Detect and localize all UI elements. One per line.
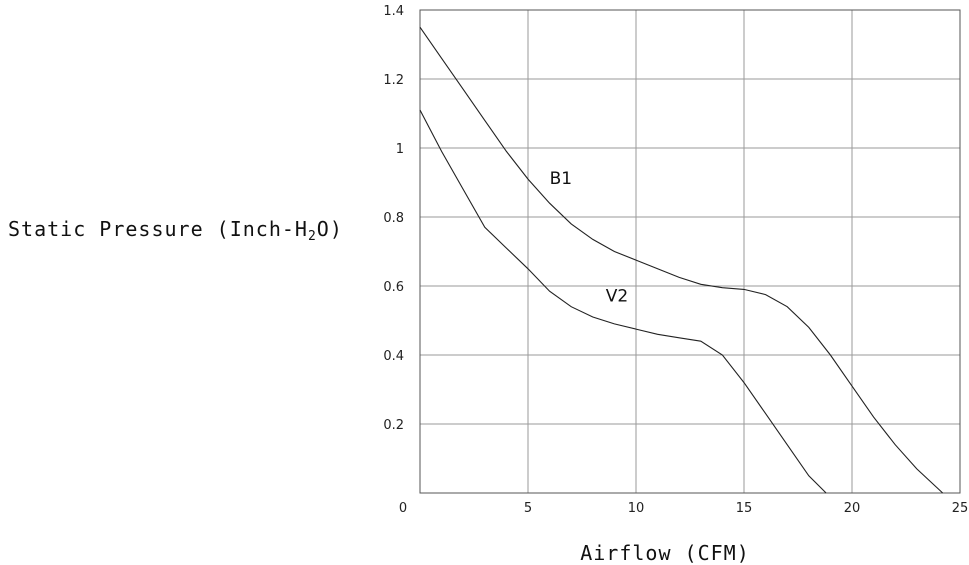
series-labels: B1 V2 — [550, 169, 629, 306]
y-tick-label: 1 — [396, 142, 404, 157]
x-axis-title: Airflow (CFM) — [580, 541, 750, 565]
x-tick-label: 20 — [844, 501, 861, 516]
grid — [420, 10, 960, 493]
y-tick-label: 1.4 — [383, 4, 404, 19]
y-axis-title: Static Pressure (Inch-H2O) — [8, 217, 343, 244]
y-tick-label: 0.6 — [383, 280, 404, 295]
curves — [419, 26, 944, 494]
y-tick-label: 0.4 — [383, 349, 404, 364]
series-label-v2: V2 — [606, 287, 628, 307]
tick-labels: 0 5 10 15 20 25 0.2 0.4 0.6 0.8 1 1.2 1.4 — [383, 4, 968, 516]
plot-frame — [419, 9, 961, 494]
y-axis-title-subscript: 2 — [308, 229, 317, 244]
y-axis-title-main: Static Pressure (Inch-H — [8, 217, 308, 241]
x-tick-label: 5 — [524, 501, 532, 516]
y-axis-title-end: O) — [317, 217, 343, 241]
series-line-b1 — [419, 26, 944, 494]
x-tick-label: 15 — [736, 501, 753, 516]
x-tick-label: 0 — [399, 501, 407, 516]
y-tick-label: 0.2 — [383, 418, 404, 433]
x-tick-label: 10 — [628, 501, 645, 516]
series-line-v2 — [419, 109, 827, 494]
y-tick-label: 1.2 — [383, 73, 404, 88]
y-tick-label: 0.8 — [383, 211, 404, 226]
x-tick-label: 25 — [952, 501, 969, 516]
series-label-b1: B1 — [550, 169, 572, 189]
